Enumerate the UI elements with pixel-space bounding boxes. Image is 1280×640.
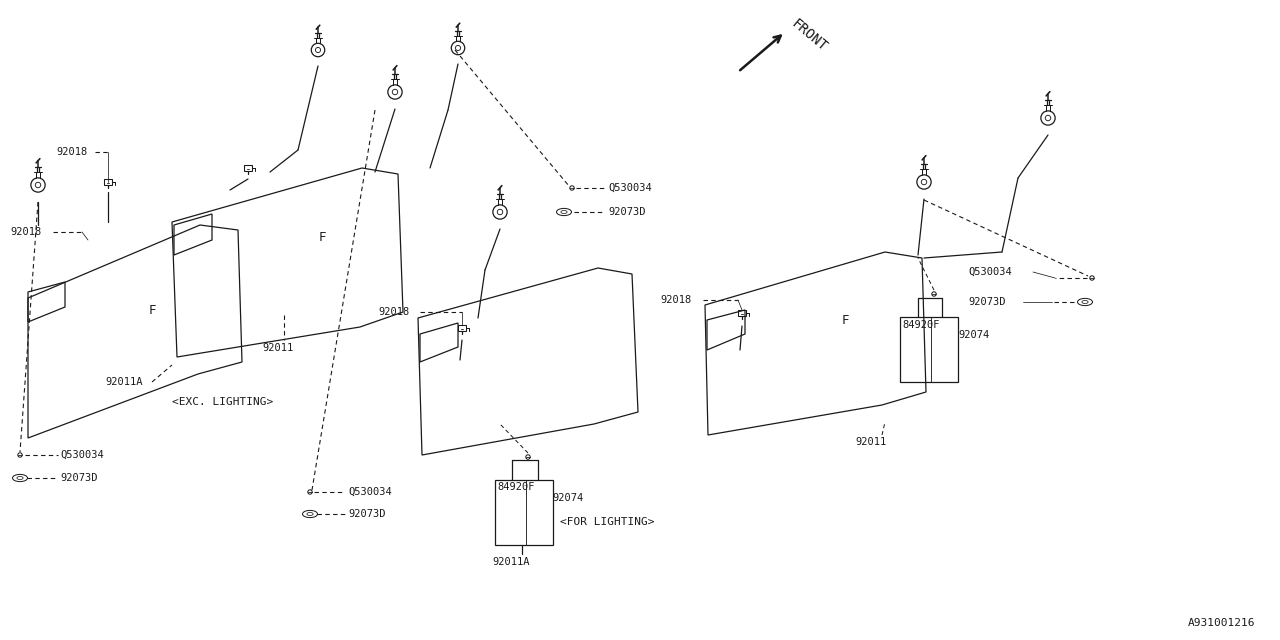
Bar (739, 310, 746, 316)
Text: FRONT: FRONT (788, 16, 829, 54)
Text: 92011A: 92011A (105, 377, 142, 387)
Text: <FOR LIGHTING>: <FOR LIGHTING> (561, 517, 654, 527)
Text: Q530034: Q530034 (348, 487, 392, 497)
Bar (900, 317, 957, 382)
Text: 84920F: 84920F (902, 320, 940, 330)
Text: 84920F: 84920F (497, 482, 535, 492)
Text: 92018: 92018 (56, 147, 87, 157)
Text: A931001216: A931001216 (1188, 618, 1254, 628)
Text: 92018: 92018 (660, 295, 691, 305)
Text: 92073D: 92073D (348, 509, 385, 519)
Text: 92073D: 92073D (608, 207, 645, 217)
Text: F: F (319, 230, 325, 243)
Text: Q530034: Q530034 (60, 450, 104, 460)
Bar (244, 165, 252, 171)
Text: 92011: 92011 (262, 343, 293, 353)
Text: 92018: 92018 (378, 307, 410, 317)
Text: 92011: 92011 (855, 437, 886, 447)
Text: 92073D: 92073D (968, 297, 1006, 307)
Text: F: F (841, 314, 849, 326)
Text: 92074: 92074 (957, 330, 989, 340)
Text: Q530034: Q530034 (608, 183, 652, 193)
Text: Q530034: Q530034 (968, 267, 1011, 277)
Text: 92073D: 92073D (60, 473, 97, 483)
Text: <EXC. LIGHTING>: <EXC. LIGHTING> (172, 397, 273, 407)
Text: 92074: 92074 (552, 493, 584, 503)
Text: F: F (148, 303, 156, 317)
Text: 92011A: 92011A (492, 557, 530, 567)
Bar (495, 480, 553, 545)
Bar (458, 325, 466, 331)
Bar (105, 179, 111, 185)
Text: 92018: 92018 (10, 227, 41, 237)
